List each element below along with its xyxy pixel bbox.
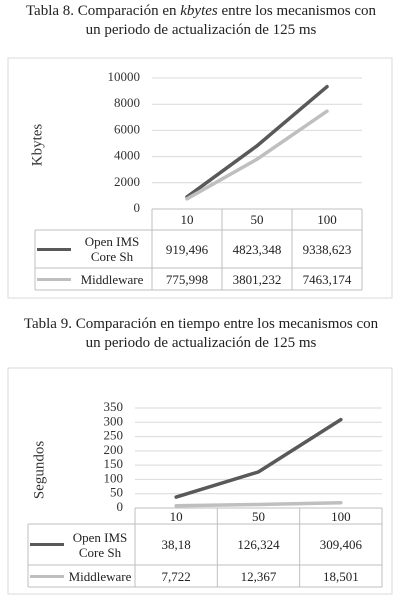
x-tick-label: 10 (169, 508, 183, 524)
y-tick-label: 4000 (114, 148, 140, 163)
table-value: 7463,174 (302, 271, 352, 287)
y-axis-label: Kbytes (29, 124, 45, 167)
table-value: 775,998 (165, 271, 209, 287)
y-tick-label: 6000 (114, 121, 140, 136)
x-tick-label: 50 (250, 212, 264, 227)
legend-label: Middleware (68, 568, 132, 584)
legend-label: Open IMS Core Sh (84, 234, 140, 264)
legend-entry: Open IMS Core Sh (30, 524, 133, 565)
series-line (174, 500, 343, 508)
series-line (174, 417, 343, 499)
caption-part: entre los mecanismos con un periodo de a… (85, 3, 377, 38)
caption-part: Tabla 8. Comparación en (25, 3, 181, 19)
series-line (185, 84, 329, 199)
y-tick-label: 50 (110, 485, 123, 500)
y-tick-label: 300 (104, 413, 124, 428)
y-tick-label: 200 (104, 442, 124, 457)
caption: Tabla 8. Comparación en kbytes entre los… (21, 2, 381, 40)
chart-frame (7, 57, 393, 299)
table-value: 18,501 (322, 568, 359, 584)
table-value: 919,496 (165, 241, 209, 257)
series-line (185, 109, 329, 201)
caption: Tabla 9. Comparación en tiempo entre los… (21, 315, 381, 353)
legend-entry: Middleware (30, 565, 133, 587)
table-value: 126,324 (237, 537, 280, 552)
y-tick-label: 350 (104, 399, 124, 414)
x-tick-label: 100 (317, 212, 337, 227)
legend-swatch (30, 543, 64, 546)
y-tick-label: 0 (134, 200, 141, 215)
chart-frame (7, 367, 393, 595)
x-tick-label: 100 (331, 508, 351, 524)
caption-part: kbytes (180, 3, 218, 19)
legend-entry: Open IMS Core Sh (37, 230, 150, 268)
table-value: 309,406 (319, 537, 362, 552)
y-tick-label: 150 (104, 456, 124, 471)
y-tick-label: 100 (104, 470, 124, 485)
legend-label: Open IMS Core Sh (72, 529, 128, 560)
table-value: 9338,623 (302, 241, 352, 257)
y-tick-label: 250 (104, 428, 124, 443)
x-tick-label: 10 (180, 212, 194, 227)
y-axis-label: Segundos (31, 441, 47, 500)
caption-part: Tabla 9. Comparación en tiempo entre los… (23, 316, 379, 351)
legend-label: Middleware (80, 271, 144, 287)
y-tick-label: 10000 (108, 69, 141, 84)
legend-swatch (30, 574, 64, 578)
legend-swatch (37, 247, 71, 251)
y-tick-label: 2000 (114, 174, 140, 189)
table-value: 4823,348 (232, 241, 282, 257)
y-tick-label: 8000 (114, 95, 140, 110)
table-value: 12,367 (240, 568, 277, 584)
table-value: 3801,232 (232, 271, 282, 287)
x-tick-label: 50 (251, 508, 265, 524)
table-value: 7,722 (161, 568, 191, 584)
legend-swatch (37, 277, 71, 281)
y-tick-label: 0 (117, 499, 124, 514)
table-value: 38,18 (161, 537, 191, 552)
legend-entry: Middleware (37, 268, 150, 290)
